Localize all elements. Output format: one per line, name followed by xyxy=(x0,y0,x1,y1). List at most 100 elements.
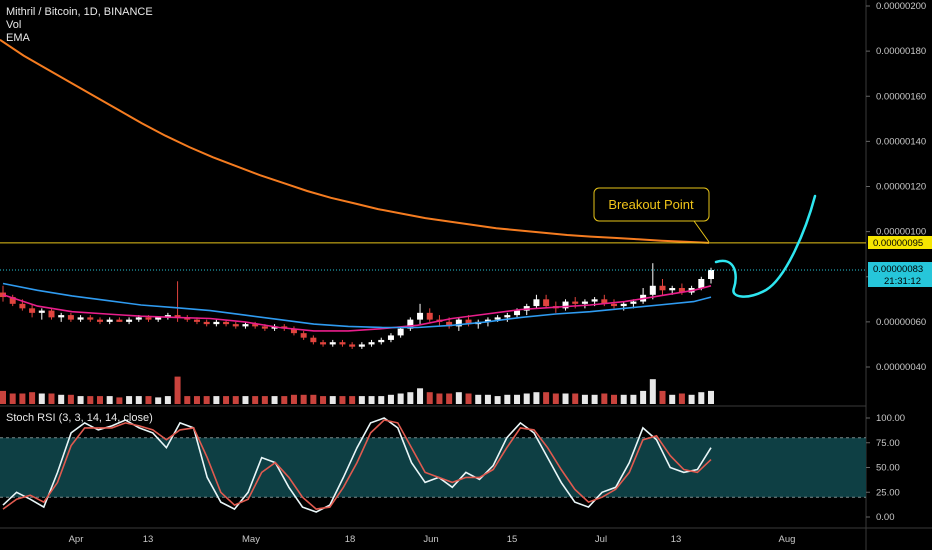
breakout-callout-text: Breakout Point xyxy=(608,197,694,212)
volume-bar xyxy=(174,376,181,404)
volume-bar xyxy=(698,392,705,404)
volume-bar xyxy=(310,394,317,404)
volume-bar xyxy=(514,394,521,404)
chart-title: Mithril / Bitcoin, 1D, BINANCE xyxy=(6,6,153,18)
date-tick-label: May xyxy=(242,534,260,545)
volume-bar xyxy=(29,392,36,404)
candle-body xyxy=(96,319,103,322)
volume-bar xyxy=(436,393,443,404)
volume-bar xyxy=(232,396,239,404)
candle-body xyxy=(29,308,36,313)
volume-bar xyxy=(281,396,288,404)
candle-body xyxy=(261,326,268,329)
volume-bar xyxy=(620,394,627,404)
candle-body xyxy=(504,315,511,318)
volume-bar xyxy=(320,396,327,404)
volume-bar xyxy=(58,394,65,404)
candle-body xyxy=(223,321,230,325)
volume-bar xyxy=(572,393,579,404)
candle-body xyxy=(494,317,501,320)
breakout-callout[interactable]: Breakout Point xyxy=(593,187,710,243)
volume-bar xyxy=(213,396,220,404)
candle-body xyxy=(358,344,365,347)
volume-bar xyxy=(193,396,200,404)
candle-body xyxy=(562,301,569,309)
volume-bar xyxy=(339,396,346,404)
candle-body xyxy=(426,312,433,320)
volume-bar xyxy=(96,396,103,404)
price-tick-label: 0.00000060 xyxy=(876,317,926,328)
volume-bar xyxy=(611,394,618,404)
candle-body xyxy=(543,299,550,307)
volume-bar xyxy=(77,396,84,404)
ema-magenta-line xyxy=(2,285,712,332)
candle-body xyxy=(514,310,521,316)
candle-body xyxy=(145,317,152,320)
stoch-tick-label: 25.00 xyxy=(876,487,900,498)
candle-body xyxy=(9,297,16,304)
candle-body xyxy=(106,319,113,322)
date-tick-label: 15 xyxy=(507,534,518,545)
volume-bar xyxy=(242,396,249,404)
volume-bar xyxy=(417,388,424,404)
candles xyxy=(0,263,714,349)
candle-body xyxy=(649,285,656,295)
price-tick-label: 0.00000120 xyxy=(876,182,926,193)
volume-bar xyxy=(591,394,598,404)
volume-bar xyxy=(271,396,278,404)
volume-bar xyxy=(106,396,113,404)
volume-bar xyxy=(126,396,133,404)
volume-bar xyxy=(135,396,142,404)
candle-body xyxy=(620,303,627,307)
candle-body xyxy=(67,315,74,320)
candle-body xyxy=(407,319,414,329)
candle-body xyxy=(310,337,317,343)
candle-body xyxy=(300,333,307,338)
date-tick-label: Jun xyxy=(423,534,438,545)
price-tick-label: 0.00000200 xyxy=(876,1,926,12)
volume-bar xyxy=(184,396,191,404)
projection-path xyxy=(714,194,817,298)
candle-body xyxy=(368,342,375,345)
candle-body xyxy=(397,328,404,336)
candle-body xyxy=(349,344,356,347)
volume-bar xyxy=(155,397,162,404)
volume-bar xyxy=(708,390,714,404)
candle-body xyxy=(174,315,181,318)
ema-blue-line xyxy=(2,282,712,329)
volume-bar xyxy=(48,393,55,404)
volume-bar xyxy=(494,396,501,404)
volume-bar xyxy=(329,396,336,404)
ema-orange-line xyxy=(0,38,710,244)
candle-body xyxy=(48,310,55,318)
volume-bar xyxy=(252,396,259,404)
volume-bar xyxy=(484,394,491,404)
volume-bar xyxy=(203,396,210,404)
volume-bar xyxy=(397,393,404,404)
volume-bar xyxy=(0,390,6,404)
candle-body xyxy=(417,312,424,320)
volume-bars xyxy=(0,376,714,404)
svg-text:0.00000095: 0.00000095 xyxy=(873,238,923,249)
ema-indicator-label[interactable]: EMA xyxy=(6,32,30,44)
volume-bar xyxy=(552,393,559,404)
stoch-axis-ticks: 100.00 75.00 50.00 25.00 0.00 xyxy=(866,413,905,523)
candle-body xyxy=(232,324,239,327)
stoch-tick-label: 100.00 xyxy=(876,413,905,424)
stoch-k-line xyxy=(2,417,712,513)
volume-bar xyxy=(446,393,453,404)
candle-body xyxy=(591,299,598,302)
candle-body xyxy=(659,285,666,291)
candle-body xyxy=(155,317,162,320)
candle-body xyxy=(252,324,259,327)
volume-bar xyxy=(290,394,297,404)
volume-indicator-label[interactable]: Vol xyxy=(6,19,22,31)
stoch-rsi-label[interactable]: Stoch RSI (3, 3, 14, 14, close) xyxy=(6,412,153,424)
volume-bar xyxy=(349,396,356,404)
volume-bar xyxy=(678,393,685,404)
candle-body xyxy=(378,339,385,343)
price-tick-label: 0.00000180 xyxy=(876,46,926,57)
volume-bar xyxy=(145,396,152,404)
date-tick-label: Jul xyxy=(595,534,607,545)
